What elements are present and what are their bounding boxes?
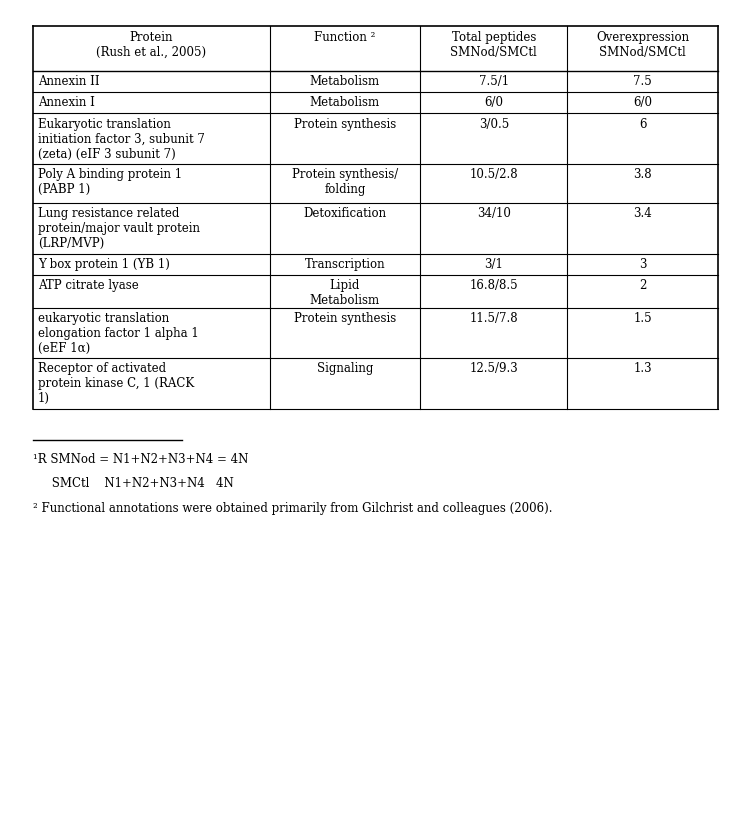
Text: 3/1: 3/1: [484, 258, 503, 271]
Text: Protein synthesis: Protein synthesis: [294, 118, 396, 131]
Text: Annexin II: Annexin II: [38, 75, 100, 88]
Text: Transcription: Transcription: [304, 258, 385, 271]
Text: 6/0: 6/0: [633, 96, 652, 109]
Text: 7.5: 7.5: [633, 75, 652, 88]
Text: 10.5/2.8: 10.5/2.8: [469, 168, 518, 181]
Text: 7.5/1: 7.5/1: [478, 75, 509, 88]
Text: 12.5/9.3: 12.5/9.3: [469, 362, 518, 375]
Text: 34/10: 34/10: [477, 207, 510, 220]
Text: Metabolism: Metabolism: [310, 75, 380, 88]
Text: Eukaryotic translation
initiation factor 3, subunit 7
(zeta) (eIF 3 subunit 7): Eukaryotic translation initiation factor…: [38, 118, 205, 161]
Text: ² Functional annotations were obtained primarily from Gilchrist and colleagues (: ² Functional annotations were obtained p…: [33, 502, 553, 515]
Text: Detoxification: Detoxification: [304, 207, 386, 220]
Text: 1.3: 1.3: [633, 362, 652, 375]
Text: 1.5: 1.5: [633, 312, 652, 325]
Text: Total peptides
SMNod/SMCtl: Total peptides SMNod/SMCtl: [450, 31, 537, 59]
Text: Lipid
Metabolism: Lipid Metabolism: [310, 279, 380, 307]
Text: Signaling: Signaling: [317, 362, 373, 375]
Text: SMCtl    N1+N2+N3+N4   4N: SMCtl N1+N2+N3+N4 4N: [33, 477, 234, 490]
Text: eukaryotic translation
elongation factor 1 alpha 1
(eEF 1α): eukaryotic translation elongation factor…: [38, 312, 199, 355]
Text: Protein synthesis/
folding: Protein synthesis/ folding: [292, 168, 398, 196]
Text: 11.5/7.8: 11.5/7.8: [469, 312, 518, 325]
Text: Overexpression
ŚMNod/SMCtl: Overexpression ŚMNod/SMCtl: [596, 31, 689, 59]
Text: Lung resistance related
protein/major vault protein
(LRP/MVP): Lung resistance related protein/major va…: [38, 207, 200, 251]
Text: 6: 6: [639, 118, 647, 131]
Text: Receptor of activated
protein kinase C, 1 (RACK
1): Receptor of activated protein kinase C, …: [38, 362, 194, 406]
Text: Y box protein 1 (YB 1): Y box protein 1 (YB 1): [38, 258, 170, 271]
Text: 3.8: 3.8: [633, 168, 652, 181]
Text: Metabolism: Metabolism: [310, 96, 380, 109]
Text: ¹R SMNod = N1+N2+N3+N4 = 4N: ¹R SMNod = N1+N2+N3+N4 = 4N: [33, 453, 248, 466]
Text: 16.8/8.5: 16.8/8.5: [469, 279, 518, 292]
Text: 6/0: 6/0: [484, 96, 503, 109]
Text: Protein
(Rush et al., 2005): Protein (Rush et al., 2005): [97, 31, 207, 59]
Text: 3/0.5: 3/0.5: [478, 118, 509, 131]
Text: 3: 3: [639, 258, 647, 271]
Text: Poly A binding protein 1
(PABP 1): Poly A binding protein 1 (PABP 1): [38, 168, 182, 196]
Text: 2: 2: [639, 279, 647, 292]
Text: ATP citrate lyase: ATP citrate lyase: [38, 279, 138, 292]
Text: Annexin I: Annexin I: [38, 96, 94, 109]
Text: Function ²: Function ²: [314, 31, 376, 44]
Text: Protein synthesis: Protein synthesis: [294, 312, 396, 325]
Text: 3.4: 3.4: [633, 207, 652, 220]
